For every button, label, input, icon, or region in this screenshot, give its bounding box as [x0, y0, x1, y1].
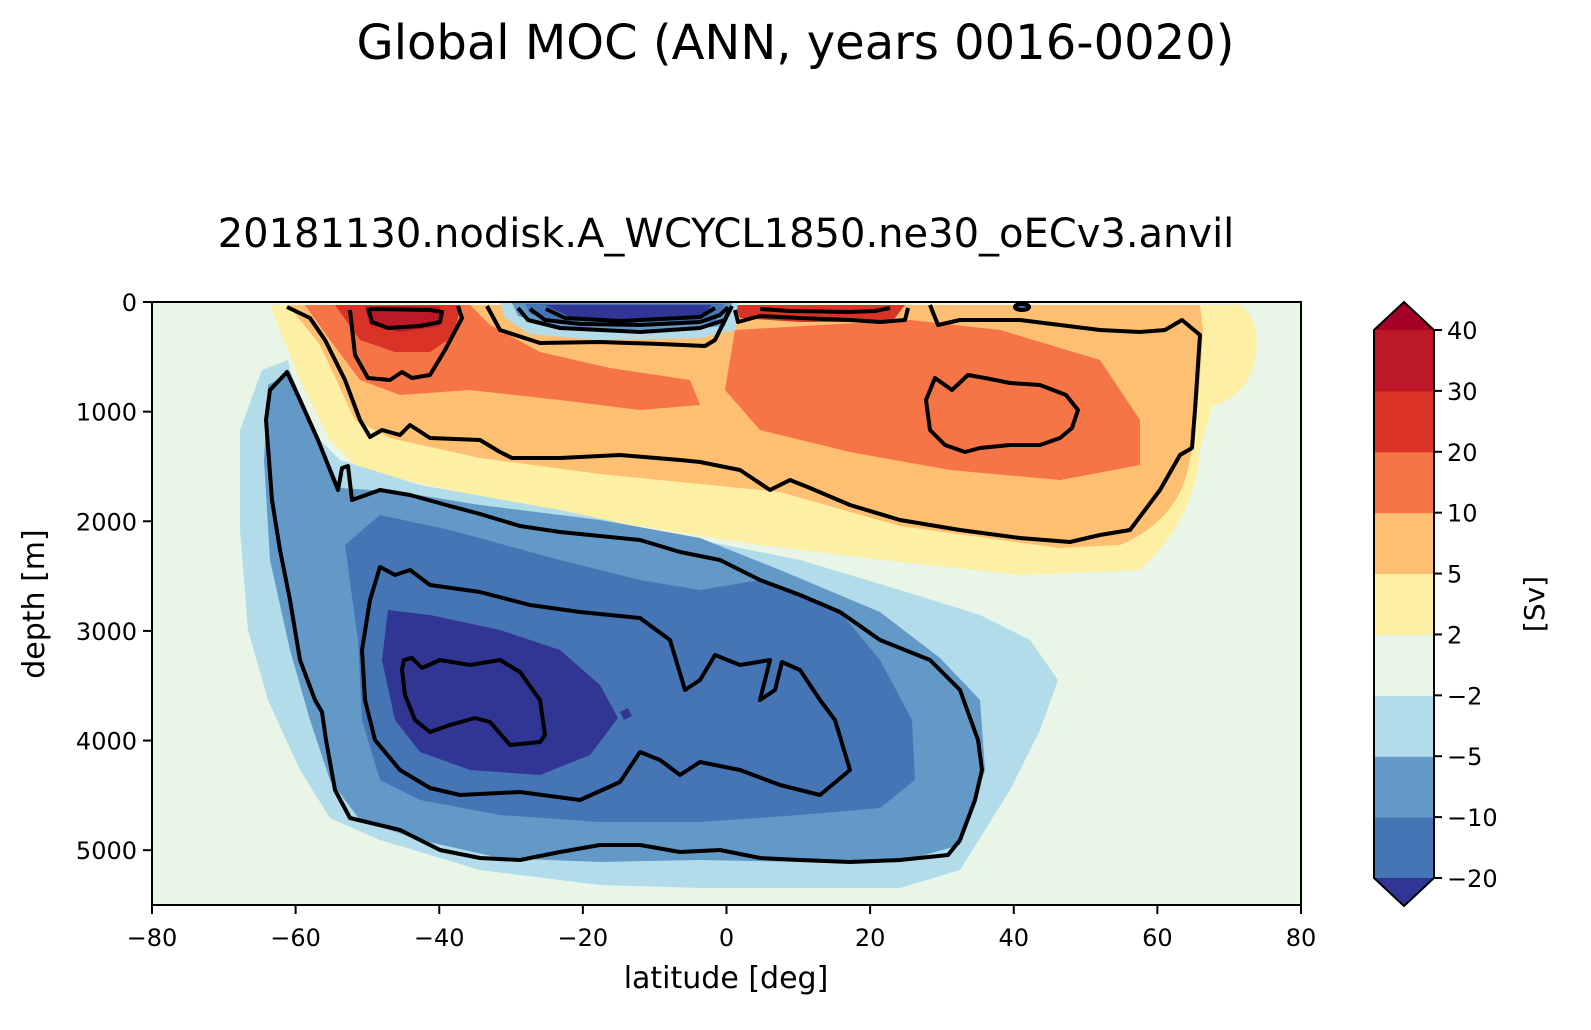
contour-pos-10-south — [348, 305, 464, 382]
colorbar-segment — [1374, 756, 1434, 818]
contour-neg-20-surface — [545, 306, 717, 323]
x-tick-label: 20 — [855, 924, 886, 952]
y-tick-label: 2000 — [76, 508, 137, 536]
contour-pos-5-upper — [286, 304, 1202, 544]
contour-neg-10-deep — [360, 565, 852, 802]
colorbar-extend-min — [1374, 878, 1434, 906]
contour-lines — [264, 302, 1202, 864]
x-tick-label: 40 — [998, 924, 1029, 952]
contour-pos-20-north — [759, 306, 891, 314]
contour-pos-10-closed — [924, 373, 1080, 454]
colorbar-segment — [1374, 451, 1434, 514]
colorbar-tick-label: 5 — [1447, 561, 1462, 589]
neg-band-20-spot — [620, 708, 632, 720]
y-tick-label: 5000 — [76, 837, 137, 865]
colorbar-tick-label: 10 — [1447, 500, 1478, 528]
contour-neg-5-surface — [516, 305, 734, 334]
contour-neg-10-surface — [528, 305, 730, 327]
contour-neg-spot — [1013, 302, 1031, 312]
colorbar-segment — [1374, 330, 1434, 392]
contour-neg-20-deep — [400, 656, 547, 747]
colorbar-segment — [1374, 817, 1434, 879]
colorbar-label: [Sv] — [1518, 576, 1551, 632]
colorbar-extend-max — [1374, 302, 1434, 330]
contour-pos-20-south — [366, 307, 444, 330]
colorbar-tick-label: −2 — [1447, 682, 1482, 710]
y-tick-label: 1000 — [76, 399, 137, 427]
colorbar-tick-label: 40 — [1447, 317, 1478, 345]
colorbar-tick-label: 30 — [1447, 378, 1478, 406]
pos-band-10-north — [725, 320, 1140, 480]
neg-band-20 — [382, 610, 618, 775]
x-tick-label: −60 — [270, 924, 321, 952]
colorbar-segment — [1374, 634, 1434, 696]
y-axis: 0 1000 2000 3000 4000 5000 — [76, 289, 152, 865]
colorbar-tick-label: −20 — [1447, 865, 1498, 893]
contour-pos-10-north — [733, 307, 910, 324]
x-axis-label: latitude [deg] — [624, 961, 829, 996]
upper-cell — [270, 305, 1257, 575]
contour-neg-5-deep — [264, 370, 984, 864]
colorbar-segment — [1374, 512, 1434, 575]
y-axis-label: depth [m] — [17, 529, 52, 679]
colorbar: −20 −10 −5 −2 2 5 10 20 30 40 — [1373, 300, 1498, 908]
colorbar-tick-label: −5 — [1447, 743, 1482, 771]
x-tick-label: −20 — [558, 924, 609, 952]
x-tick-label: 60 — [1142, 924, 1173, 952]
colorbar-segment — [1374, 390, 1434, 453]
figure-suptitle: Global MOC (ANN, years 0016-0020) — [356, 15, 1235, 71]
x-tick-label: 80 — [1286, 924, 1317, 952]
colorbar-tick-label: 2 — [1447, 621, 1462, 649]
y-tick-label: 0 — [122, 289, 137, 317]
plot-area — [152, 302, 1301, 905]
colorbar-segment — [1374, 695, 1434, 757]
y-tick-label: 3000 — [76, 618, 137, 646]
colorbar-tick-label: −10 — [1447, 804, 1498, 832]
x-tick-label: −80 — [127, 924, 178, 952]
x-tick-label: 0 — [719, 924, 734, 952]
colorbar-segment — [1374, 573, 1434, 635]
x-axis: −80 −60 −40 −20 0 20 40 60 80 — [127, 905, 1317, 952]
contour-pos-10-upper — [485, 305, 732, 348]
chart-title: 20181130.nodisk.A_WCYCL1850.ne30_oECv3.a… — [217, 211, 1235, 257]
x-tick-label: −40 — [414, 924, 465, 952]
y-tick-label: 4000 — [76, 728, 137, 756]
colorbar-tick-label: 20 — [1447, 439, 1478, 467]
